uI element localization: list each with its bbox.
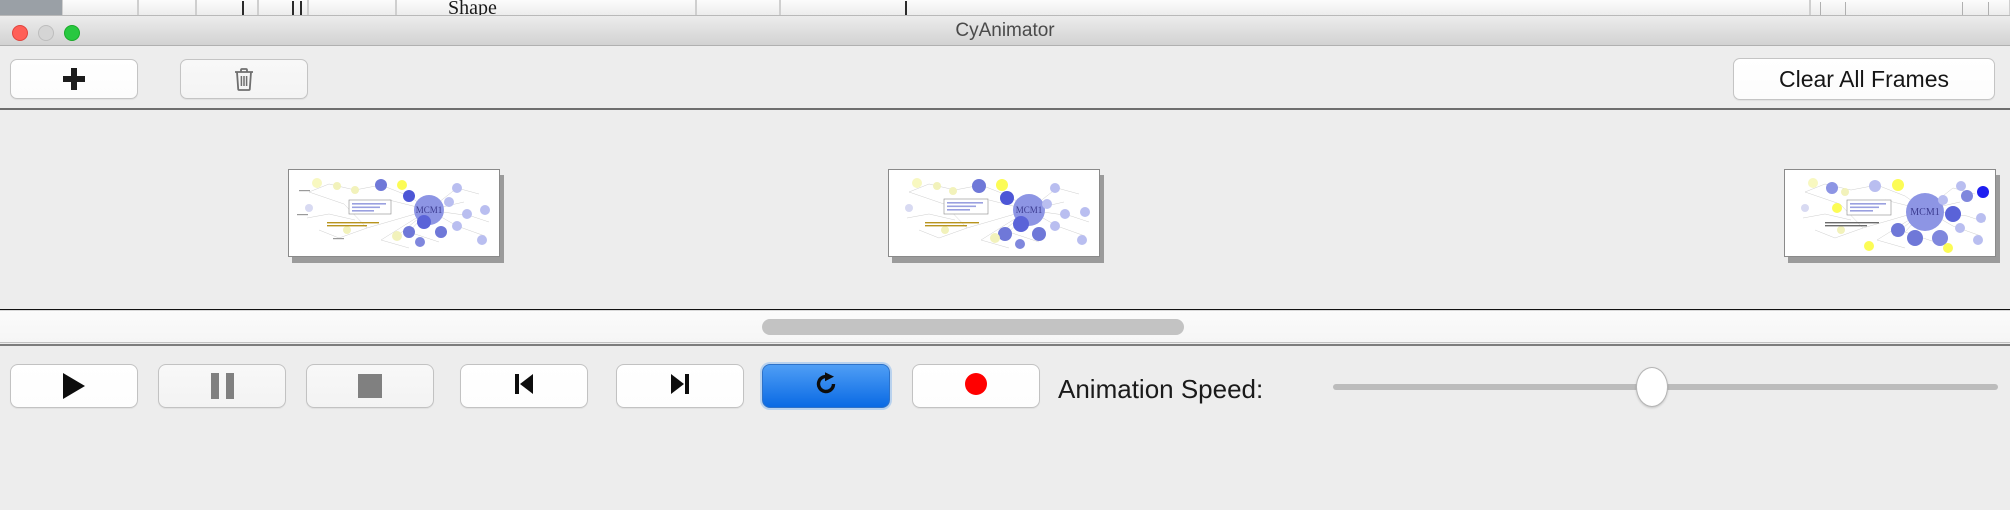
bg-chunk	[1810, 0, 2010, 15]
bg-tick	[242, 1, 244, 15]
frame-toolbar: Clear All Frames	[0, 47, 2010, 110]
background-shape-label: Shape	[448, 0, 497, 16]
bg-slant	[1845, 2, 1846, 15]
svg-text:MCM1: MCM1	[1016, 205, 1043, 215]
animation-speed-slider[interactable]	[1333, 367, 1998, 407]
play-button[interactable]	[10, 364, 138, 408]
bg-chunk	[696, 0, 780, 15]
bg-chunk	[308, 0, 396, 15]
stop-button[interactable]	[306, 364, 434, 408]
timeline-panel[interactable]: MCM1	[0, 111, 2010, 310]
traffic-light-group	[12, 25, 80, 41]
pause-button[interactable]	[158, 364, 286, 408]
title-bar: CyAnimator	[0, 16, 2010, 46]
thumbnail-image: MCM1	[888, 169, 1100, 257]
next-frame-button[interactable]	[616, 364, 744, 408]
bg-tick	[292, 1, 294, 15]
window-title: CyAnimator	[955, 20, 1055, 41]
play-icon	[63, 373, 85, 399]
bg-chunk	[138, 0, 196, 15]
minimize-button[interactable]	[38, 25, 54, 41]
bg-chunk	[0, 0, 62, 15]
record-icon	[963, 371, 989, 402]
bg-chunk	[62, 0, 138, 15]
svg-text:MCM1: MCM1	[416, 205, 443, 215]
trash-icon	[233, 67, 255, 91]
pause-icon	[210, 373, 234, 399]
loop-button[interactable]	[762, 364, 890, 408]
clear-all-frames-button[interactable]: Clear All Frames	[1733, 58, 1995, 100]
plus-icon	[63, 68, 85, 90]
timeline-scrollbar-track[interactable]	[0, 310, 2010, 343]
thumbnail-image: MCM1	[288, 169, 500, 257]
bg-chunk	[258, 0, 308, 15]
animation-speed-slider-thumb[interactable]	[1636, 367, 1669, 407]
bg-tick	[300, 1, 302, 15]
skip-previous-icon	[510, 371, 538, 402]
bg-chunk	[396, 0, 696, 15]
delete-frame-button[interactable]	[180, 59, 308, 99]
svg-text:MCM1: MCM1	[1910, 207, 1939, 218]
close-button[interactable]	[12, 25, 28, 41]
timeline-scrollbar-thumb[interactable]	[761, 319, 1184, 335]
loop-icon	[811, 369, 841, 404]
bg-chunk	[196, 0, 258, 15]
bg-tick	[905, 1, 907, 15]
bg-chunk	[780, 0, 1810, 15]
thumbnail-image: MCM1	[1784, 169, 1996, 257]
clear-all-frames-label: Clear All Frames	[1779, 65, 1949, 92]
background-window-strip: Shape	[0, 0, 2010, 16]
stop-icon	[358, 374, 382, 398]
bg-slant	[1962, 2, 1963, 15]
bg-slant	[1988, 2, 1989, 15]
animation-speed-label: Animation Speed:	[1058, 374, 1264, 404]
record-button[interactable]	[912, 364, 1040, 408]
previous-frame-button[interactable]	[460, 364, 588, 408]
playback-toolbar: Animation Speed:	[0, 344, 2010, 510]
timeline-axis-line	[0, 309, 2010, 310]
add-frame-button[interactable]	[10, 59, 138, 99]
bg-slant	[1820, 2, 1821, 15]
zoom-button[interactable]	[64, 25, 80, 41]
skip-next-icon	[666, 371, 694, 402]
